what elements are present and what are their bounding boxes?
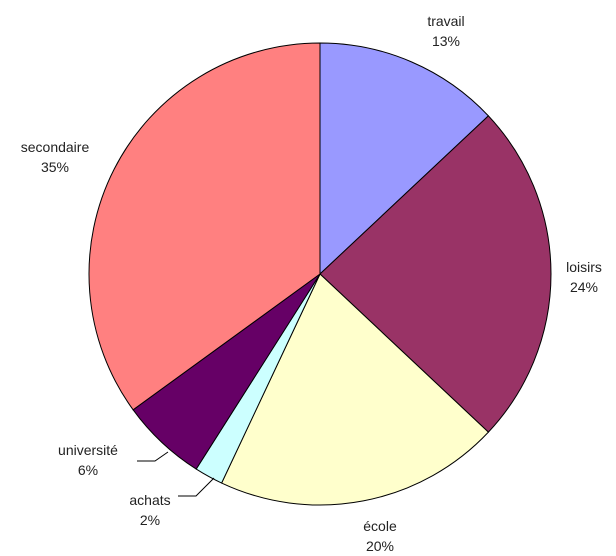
- pie-slice-5: [88, 42, 321, 411]
- pie-slice-2: [220, 273, 490, 506]
- slice-label-pct: 35%: [41, 159, 69, 175]
- pie-slice-1: [319, 115, 552, 433]
- slice-label-pct: 20%: [366, 538, 394, 554]
- pie-slices: [88, 42, 552, 506]
- slice-label-pct: 2%: [140, 512, 160, 528]
- slice-label-pct: 24%: [570, 279, 598, 295]
- slice-label-name: secondaire: [21, 139, 90, 155]
- slice-label-name: travail: [427, 13, 464, 29]
- leader-line-achats: [178, 477, 215, 497]
- slice-label-pct: 13%: [432, 33, 460, 49]
- slice-label-name: loisirs: [566, 259, 602, 275]
- pie-slice-0: [319, 42, 490, 276]
- leader-line-universite: [137, 451, 169, 462]
- slice-label-pct: 6%: [78, 462, 98, 478]
- slice-label-name: achats: [129, 492, 170, 508]
- slice-labels: travail 13% loisirs 24% école 20% achats…: [21, 13, 602, 554]
- slice-label-name: école: [363, 518, 397, 534]
- slice-label-name: université: [58, 442, 118, 458]
- leader-lines: [137, 451, 215, 497]
